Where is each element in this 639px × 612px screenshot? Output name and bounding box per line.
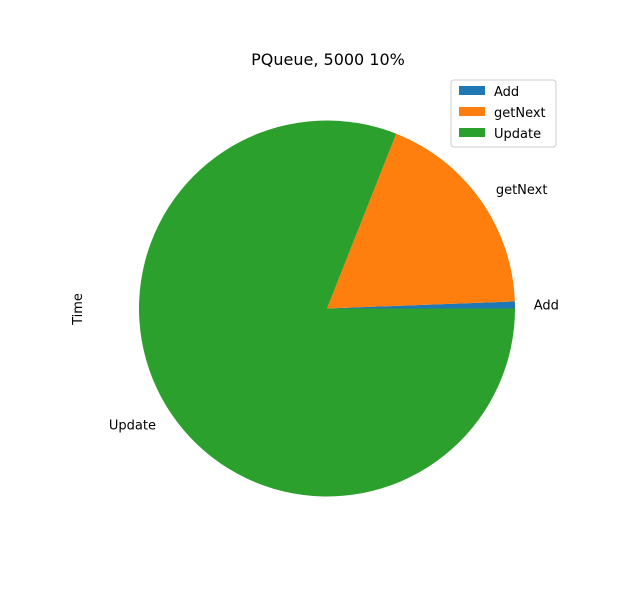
pie-slice-getnext [327,133,515,309]
chart-title: PQueue, 5000 10% [251,50,405,69]
legend-entries: Add getNext Update [459,85,546,142]
legend-swatch-add [459,86,485,95]
pie-slice-labels: Add getNext Update [109,183,559,434]
legend-label-update: Update [494,127,541,142]
legend: Add getNext Update [450,79,557,148]
legend-swatch-getnext [459,107,485,116]
legend-label-add: Add [494,85,519,100]
pie-label-getnext: getNext [496,183,548,198]
y-axis-label: Time [71,293,86,326]
pie-label-update: Update [109,419,156,434]
legend-swatch-update [459,128,485,137]
pie-label-add: Add [534,299,559,314]
legend-label-getnext: getNext [494,106,546,121]
pie-slice-update [138,120,515,497]
pie-slices [138,120,516,497]
pie-slice-add [327,301,516,309]
